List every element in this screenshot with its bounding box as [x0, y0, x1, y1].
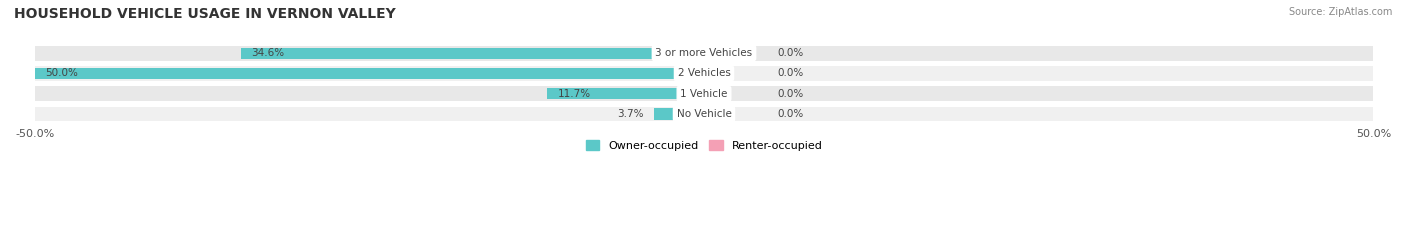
Text: 3 or more Vehicles: 3 or more Vehicles [655, 48, 752, 58]
Text: 11.7%: 11.7% [558, 89, 591, 99]
Bar [704, 66, 1374, 81]
Text: 0.0%: 0.0% [778, 48, 804, 58]
Bar [35, 86, 704, 101]
Text: 3.7%: 3.7% [617, 109, 644, 119]
Text: 2 Vehicles: 2 Vehicles [678, 69, 731, 79]
Text: 0.0%: 0.0% [778, 109, 804, 119]
Bar [704, 86, 1374, 101]
Bar [704, 46, 1374, 61]
Text: 50.0%: 50.0% [45, 69, 79, 79]
Text: HOUSEHOLD VEHICLE USAGE IN VERNON VALLEY: HOUSEHOLD VEHICLE USAGE IN VERNON VALLEY [14, 7, 396, 21]
Legend: Owner-occupied, Renter-occupied: Owner-occupied, Renter-occupied [581, 136, 827, 155]
Bar [35, 68, 704, 79]
Bar [35, 46, 704, 61]
Bar [654, 108, 704, 120]
Bar [704, 107, 1374, 121]
Text: 0.0%: 0.0% [778, 69, 804, 79]
Bar [35, 66, 704, 81]
Bar [240, 48, 704, 59]
Bar [35, 107, 704, 121]
Text: 34.6%: 34.6% [252, 48, 284, 58]
Text: 1 Vehicle: 1 Vehicle [681, 89, 728, 99]
Text: No Vehicle: No Vehicle [676, 109, 731, 119]
Bar [547, 88, 704, 99]
Text: 0.0%: 0.0% [778, 89, 804, 99]
Text: Source: ZipAtlas.com: Source: ZipAtlas.com [1288, 7, 1392, 17]
